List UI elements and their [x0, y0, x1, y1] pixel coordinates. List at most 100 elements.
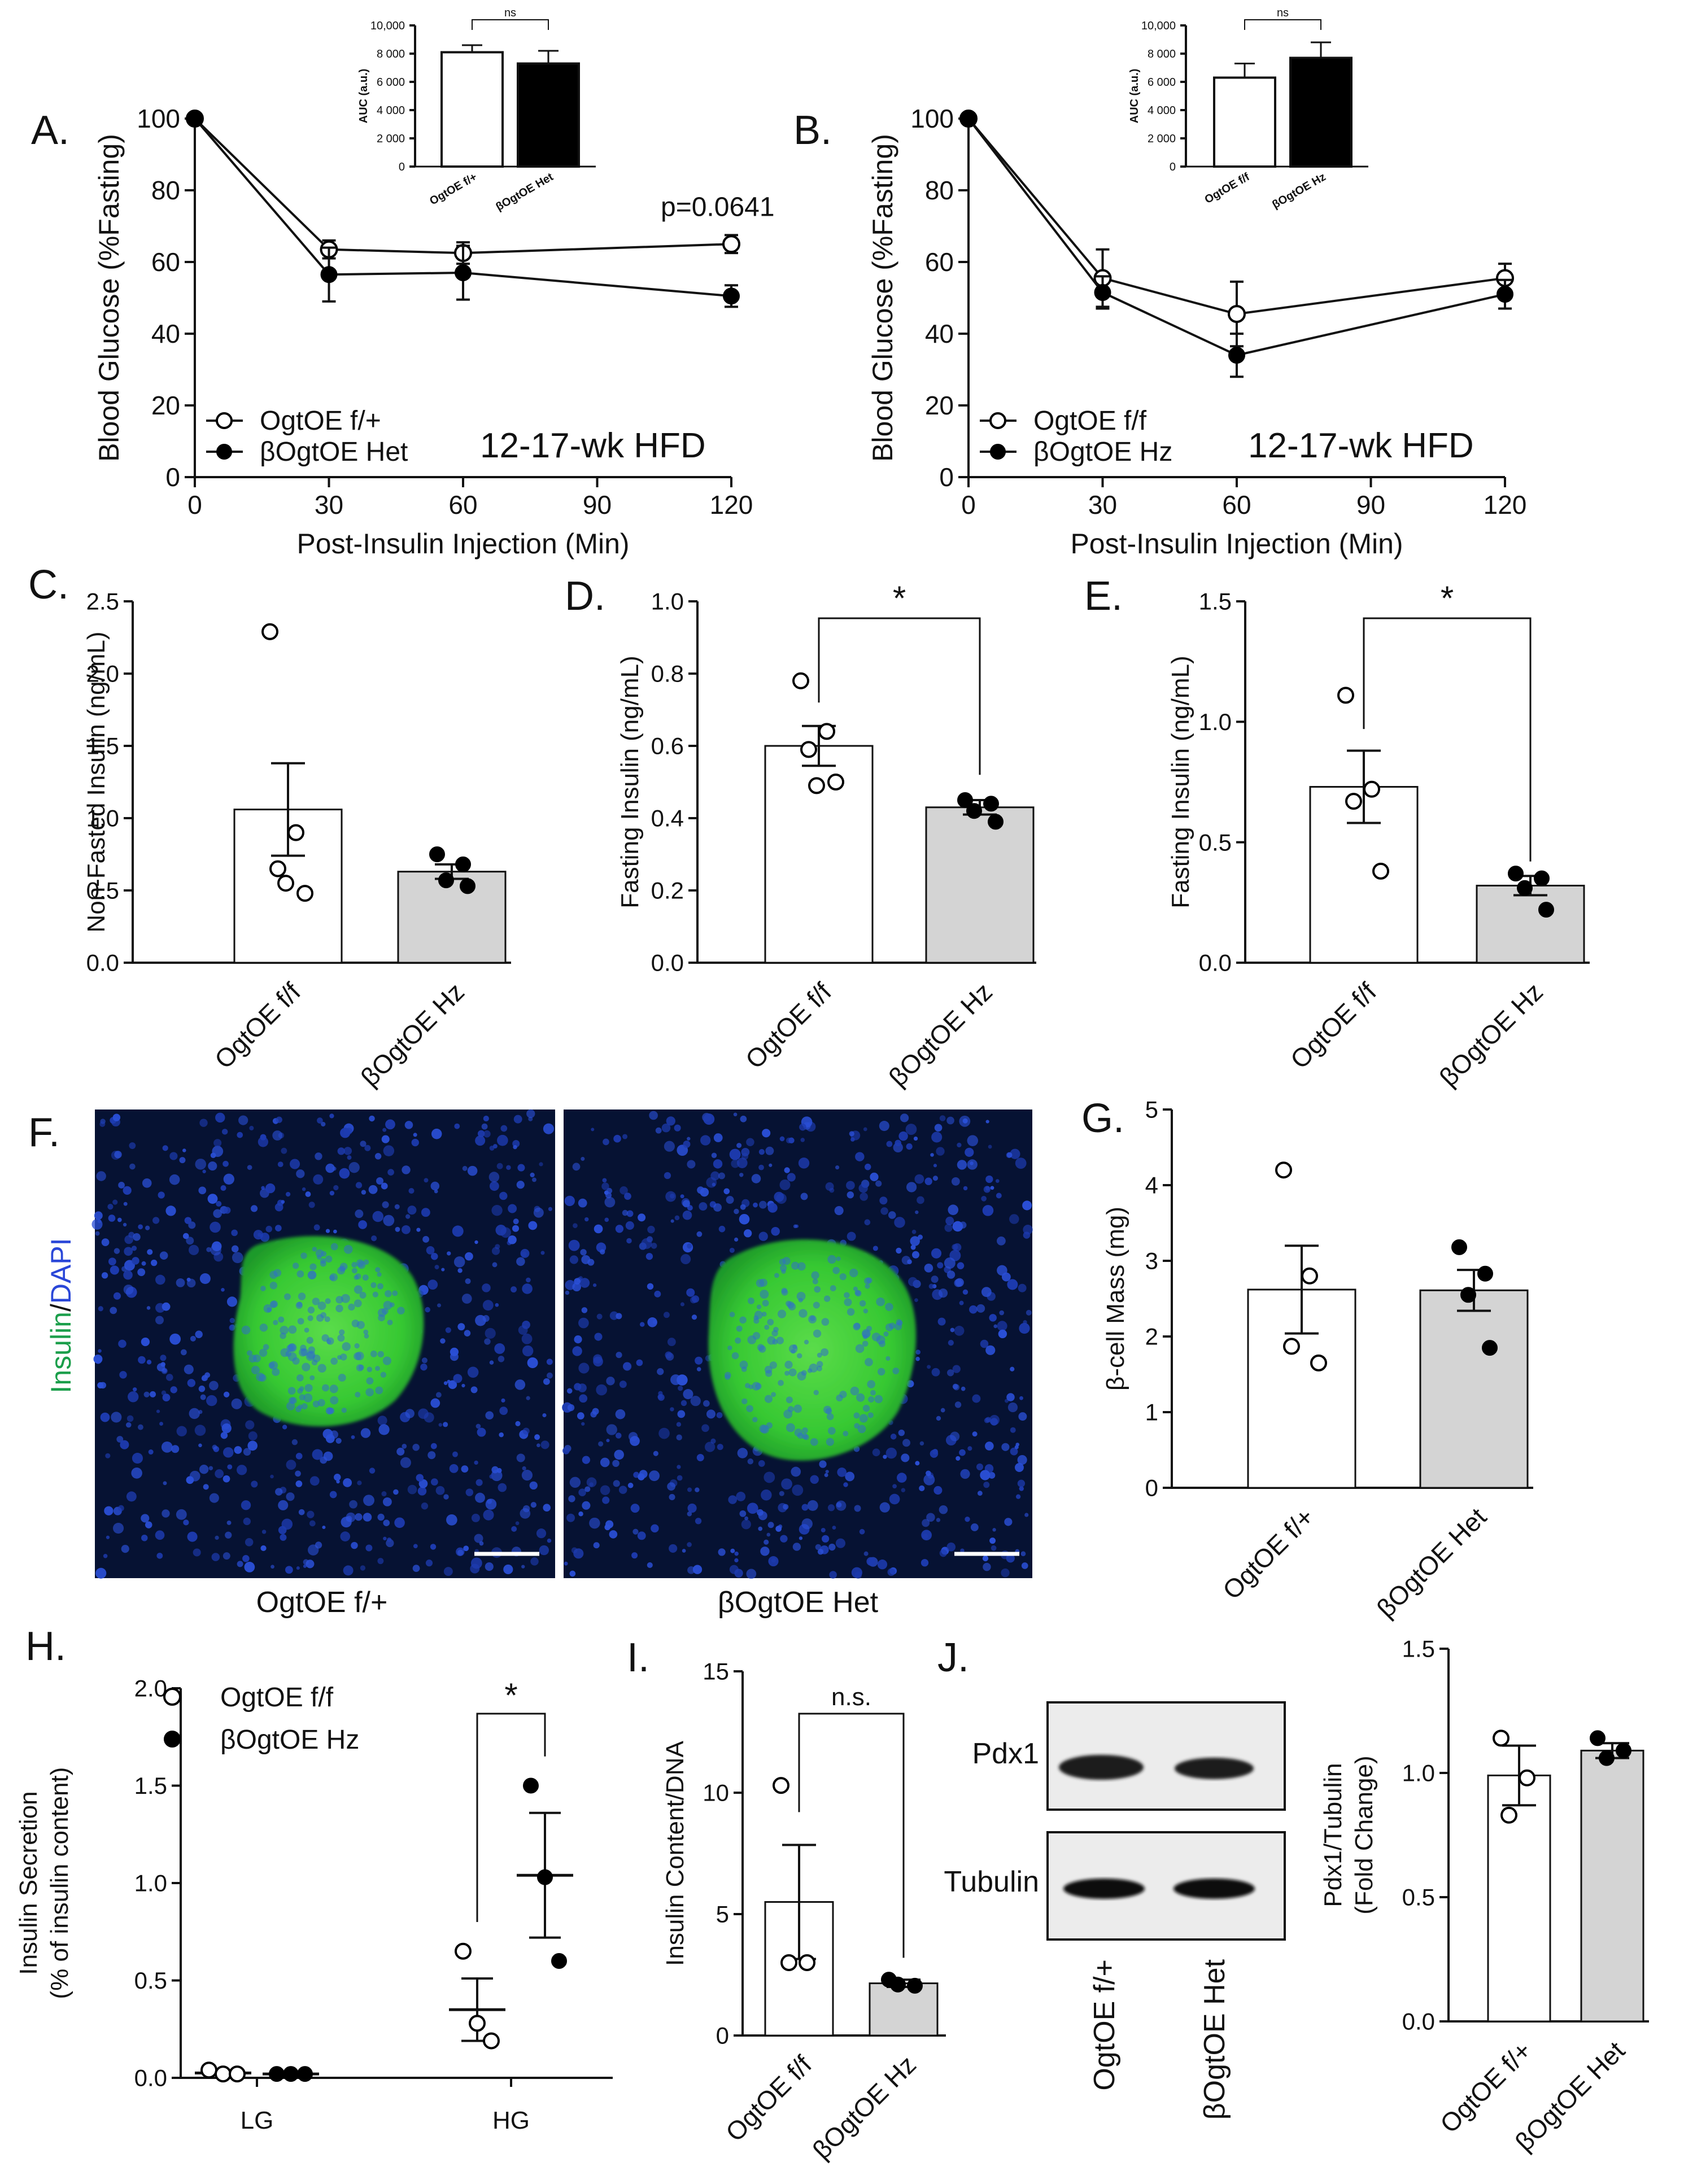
nucleus	[298, 1509, 305, 1515]
nucleus	[313, 1174, 324, 1185]
islet-nucleus	[306, 1336, 313, 1344]
nucleus	[475, 1479, 483, 1486]
nucleus	[992, 1528, 996, 1532]
y-axis-label: Insulin Secretion	[15, 1791, 42, 1975]
nucleus	[939, 1505, 948, 1514]
islet-nucleus	[814, 1286, 821, 1293]
nucleus	[248, 1431, 258, 1441]
islet-nucleus	[797, 1353, 802, 1359]
nucleus	[231, 1229, 238, 1237]
y-tick-label: 60	[925, 247, 954, 277]
y-axis-label: Non-Fasted Insulin (ng/mL)	[82, 631, 110, 932]
nucleus	[226, 1296, 238, 1307]
nucleus	[890, 1434, 897, 1440]
nucleus	[687, 1137, 691, 1141]
x-tick-label: LG	[241, 2107, 274, 2134]
nucleus	[512, 1225, 520, 1232]
nucleus	[952, 1221, 963, 1232]
nucleus	[825, 1470, 829, 1474]
data-point	[1310, 1354, 1327, 1371]
nucleus	[920, 1559, 929, 1567]
nucleus	[863, 1127, 867, 1132]
nucleus	[427, 1279, 438, 1290]
nucleus	[186, 1237, 194, 1245]
nucleus	[930, 1153, 934, 1157]
islet-nucleus	[322, 1384, 329, 1392]
band-pdx1-lane2	[1175, 1758, 1254, 1779]
nucleus	[654, 1290, 661, 1298]
nucleus	[591, 1128, 595, 1132]
islet-nucleus	[320, 1251, 327, 1257]
islet-nucleus	[817, 1361, 823, 1368]
data-point	[269, 860, 286, 877]
data-point	[907, 1977, 923, 1994]
nucleus	[997, 1265, 1007, 1276]
nucleus	[726, 1196, 734, 1204]
nucleus	[465, 1252, 473, 1261]
islet-nucleus	[330, 1243, 338, 1251]
islet-nucleus	[892, 1368, 900, 1374]
nucleus	[491, 1247, 500, 1255]
nucleus	[247, 1165, 252, 1170]
nucleus	[625, 1221, 634, 1230]
data-point	[818, 723, 835, 740]
nucleus	[584, 1486, 591, 1492]
nucleus	[457, 1268, 463, 1273]
bar	[1419, 1289, 1529, 1489]
blot-lane-label-1: OgtOE f/+	[1088, 1959, 1121, 2091]
nucleus	[854, 1571, 862, 1579]
nucleus	[615, 1409, 626, 1419]
nucleus	[141, 1261, 146, 1266]
nucleus	[536, 1443, 540, 1448]
data-point	[1493, 1729, 1510, 1747]
x-tick-label: 0	[187, 490, 202, 519]
nucleus	[475, 1423, 481, 1429]
nucleus	[430, 1398, 440, 1408]
data-point	[261, 623, 278, 640]
nucleus	[223, 1173, 234, 1185]
nucleus	[141, 1514, 150, 1523]
islet-nucleus	[765, 1370, 773, 1377]
data-point	[1482, 1340, 1498, 1356]
islet-nucleus	[754, 1311, 763, 1320]
nucleus	[526, 1277, 531, 1283]
nucleus	[593, 1542, 600, 1549]
nucleus	[430, 1478, 438, 1486]
nucleus	[686, 1288, 695, 1297]
nucleus	[579, 1278, 590, 1288]
nucleus	[716, 1412, 723, 1418]
nucleus	[182, 1233, 189, 1239]
islet-nucleus	[764, 1395, 773, 1403]
nucleus	[517, 1164, 525, 1172]
nucleus	[959, 1449, 966, 1456]
nucleus	[474, 1460, 478, 1465]
nucleus	[877, 1560, 888, 1570]
nucleus	[516, 1181, 525, 1189]
islet-nucleus	[337, 1334, 345, 1342]
y-tick-label: 0.5	[86, 877, 119, 904]
nucleus	[983, 1482, 990, 1488]
nucleus	[829, 1187, 835, 1193]
nucleus	[669, 1493, 675, 1501]
nucleus	[723, 1188, 730, 1195]
islet-nucleus	[377, 1272, 382, 1277]
nucleus	[713, 1133, 723, 1142]
nucleus	[983, 1186, 991, 1193]
blot-label-tubulin: Tubulin	[944, 1866, 1039, 1898]
islet-nucleus	[897, 1320, 903, 1326]
nucleus	[492, 1262, 498, 1268]
y-tick-label: 0.0	[1199, 950, 1232, 976]
islet-nucleus	[754, 1383, 762, 1390]
nucleus	[526, 1109, 535, 1119]
nucleus	[762, 1129, 771, 1138]
nucleus	[683, 1141, 691, 1148]
nuclei-left	[91, 1109, 554, 1579]
nucleus	[746, 1138, 754, 1147]
data-point	[722, 235, 740, 254]
y-tick-label: 10,000	[370, 20, 405, 32]
islet-nucleus	[862, 1340, 869, 1347]
nucleus	[452, 1451, 458, 1457]
nucleus	[179, 1157, 186, 1164]
islet-nucleus	[788, 1368, 797, 1377]
islet-nucleus	[320, 1258, 326, 1264]
